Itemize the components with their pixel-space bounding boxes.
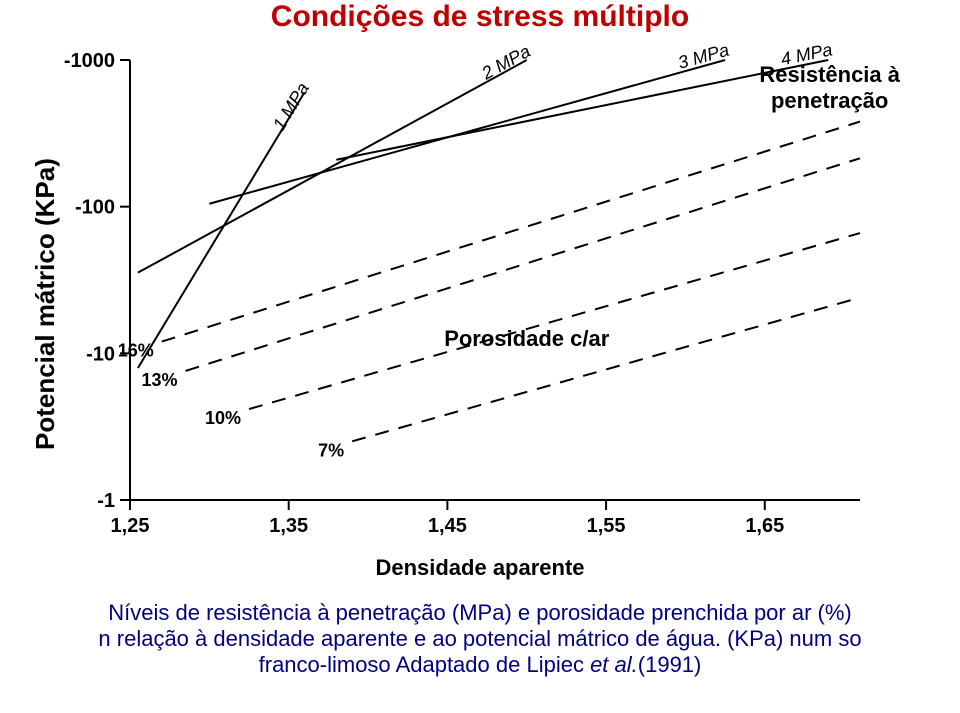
svg-text:1,65: 1,65 [745, 515, 784, 537]
svg-text:13%: 13% [142, 370, 178, 390]
svg-text:3 MPa: 3 MPa [676, 40, 731, 73]
caption-line2: n relação à densidade aparente e ao pote… [98, 626, 861, 651]
svg-text:10%: 10% [205, 408, 241, 428]
svg-text:1,45: 1,45 [428, 515, 467, 537]
caption-line3: franco-limoso Adaptado de Lipiec et al.(… [259, 652, 702, 677]
svg-text:Porosidade c/ar: Porosidade c/ar [444, 326, 610, 351]
caption: Níveis de resistência à penetração (MPa)… [0, 600, 960, 678]
svg-text:1 MPa: 1 MPa [269, 79, 313, 134]
svg-text:2 MPa: 2 MPa [478, 41, 534, 84]
svg-text:-100: -100 [75, 197, 115, 219]
svg-text:1,35: 1,35 [269, 515, 308, 537]
svg-text:7%: 7% [318, 440, 344, 460]
svg-text:-1: -1 [97, 490, 115, 512]
svg-text:16%: 16% [118, 341, 154, 361]
caption-line1: Níveis de resistência à penetração (MPa)… [108, 600, 852, 625]
svg-text:1,55: 1,55 [587, 515, 626, 537]
svg-text:-1000: -1000 [64, 50, 115, 72]
chart-plot: -1000 -100 -10 -1 1,25 1,35 1,45 1,55 1,65 1 MPa 2… [0, 0, 960, 560]
svg-text:1,25: 1,25 [111, 515, 150, 537]
svg-text:-10: -10 [86, 343, 115, 365]
